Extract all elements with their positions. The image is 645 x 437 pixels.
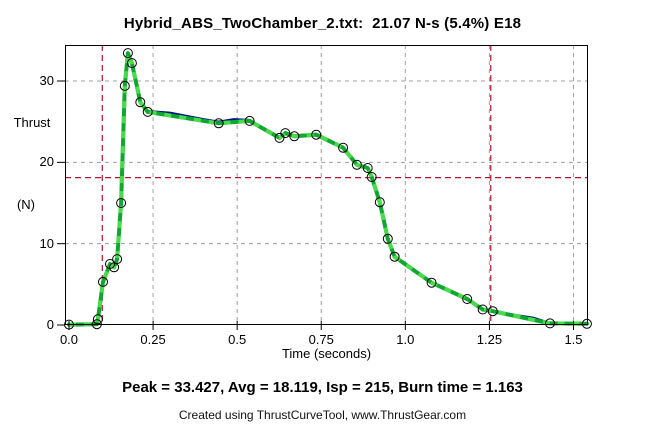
x-tick-label: 0.5 <box>228 332 247 347</box>
x-tick-label: 0.0 <box>59 332 79 347</box>
y-axis-label-units: (N) <box>16 197 36 212</box>
x-tick-label: 1.5 <box>564 332 583 347</box>
data-point-marker <box>382 233 393 244</box>
data-point-marker <box>311 129 322 140</box>
x-tick-label: 1.0 <box>396 332 415 347</box>
data-point-marker <box>374 197 385 208</box>
data-point-marker <box>289 131 300 142</box>
chart-title: Hybrid_ABS_TwoChamber_2.txt: 21.07 N-s (… <box>123 15 522 32</box>
smoothed-thrust-curve <box>67 51 589 327</box>
thrust-curve-plot <box>57 45 592 330</box>
data-point-marker <box>135 97 146 108</box>
data-point-marker <box>244 115 255 126</box>
y-tick-label: 30 <box>39 73 54 88</box>
data-point-marker <box>126 58 137 69</box>
data-point-marker <box>426 277 437 288</box>
data-point-marker <box>362 163 373 173</box>
data-point-marker <box>116 198 127 208</box>
y-axis-label-thrust: Thrust <box>13 115 51 130</box>
data-point-marker <box>351 159 362 170</box>
x-axis-label: Time (seconds) <box>281 346 372 361</box>
stats-line: Peak = 33.427, Avg = 18.119, Isp = 215, … <box>122 379 523 396</box>
data-point-marker <box>142 106 153 117</box>
y-tick-label: 0 <box>46 317 54 332</box>
smoothed-thrust-curve-highlight <box>68 51 587 327</box>
x-tick-label: 1.25 <box>476 332 503 347</box>
data-point-marker <box>389 251 400 262</box>
data-point-marker <box>338 142 349 153</box>
y-tick-label: 20 <box>39 154 54 170</box>
footer-credit: Created using ThrustCurveTool, www.Thrus… <box>178 408 467 422</box>
data-point-marker <box>280 128 291 139</box>
x-tick-label: 0.75 <box>308 332 334 347</box>
data-point-marker <box>477 304 488 315</box>
y-tick-label: 10 <box>39 235 54 251</box>
raw-thrust-curve <box>68 52 587 326</box>
data-point-marker <box>213 118 224 129</box>
data-point-marker <box>122 48 133 59</box>
data-point-marker <box>98 276 108 287</box>
plot-border <box>65 45 588 325</box>
data-point-marker <box>92 314 103 325</box>
data-point-marker <box>119 80 130 91</box>
data-point-marker <box>366 172 377 182</box>
x-tick-label: 0.25 <box>140 332 166 347</box>
data-point-marker <box>487 306 498 317</box>
data-point-marker <box>581 318 592 329</box>
data-point-marker <box>545 318 555 329</box>
data-point-marker <box>112 254 123 265</box>
plot-area <box>57 45 592 330</box>
data-point-marker <box>462 294 473 304</box>
